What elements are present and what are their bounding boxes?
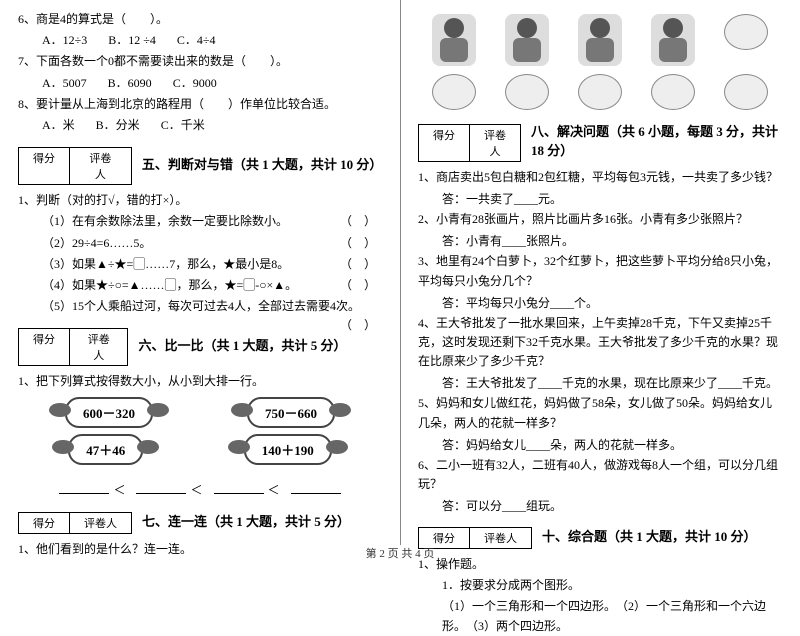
sec8-a5: 答：妈妈给女儿____朵，两人的花就一样多。 [442,436,782,453]
right-column: 得分 评卷人 八、解决问题（共 6 小题，每题 3 分，共计 18 分） 1、商… [400,0,800,565]
sec5-item-3: （3）如果▲÷★=▢……7，那么，★最小是8。 （ ） [18,255,382,274]
kid-icon [432,14,476,66]
kid-icon [505,14,549,66]
sec8-a4: 答：王大爷批发了____千克的水果，现在比原来少了____千克。 [442,374,782,391]
score-label: 得分 [18,328,70,366]
section-10-title: 十、综合题（共 1 大题，共计 10 分） [542,526,757,545]
q6-opt-b: B．12 ÷4 [108,33,156,47]
lt-1: ＜ [113,483,127,497]
plane-2-text: 750－660 [265,406,317,421]
sec10-items: （1）一个三角形和一个四边形。 （2）一个三角形和一个六边形。 （3）两个四边形… [418,597,782,635]
question-7: 7、下面各数一个0都不需要读出来的数是（ ）。 [18,52,382,71]
q7-opt-c: C．9000 [173,76,217,90]
q6-opt-c: C．4÷4 [177,33,216,47]
sec8-q1: 1、商店卖出5包白糖和2包红糖，平均每包3元钱，一共卖了多少钱？ [418,168,782,187]
kid-icon [651,14,695,66]
sec5-lead: 1、判断（对的打√，错的打×）。 [18,191,382,210]
object-icon [651,74,695,110]
q8-opt-a: A．米 [42,118,75,132]
sec5-item-4: （4）如果★÷○=▲……▢，那么，★=▢-○×▲。 （ ） [18,276,382,295]
score-label: 得分 [18,512,70,534]
page-footer: 第 2 页 共 4 页 [0,545,800,561]
sec8-a3: 答：平均每只小兔分____个。 [442,294,782,311]
grader-label: 评卷人 [70,147,132,185]
score-box: 得分 评卷人 [18,328,128,366]
sec8-q3: 3、地里有24个白萝卜，32个红萝卜，把这些萝卜平均分给8只小兔，平均每只小兔分… [418,252,782,290]
section-6-header: 得分 评卷人 六、比一比（共 1 大题，共计 5 分） [18,318,340,370]
question-6: 6、商是4的算式是（ ）。 [18,10,382,29]
ordering-blanks: ＜ ＜ ＜ [18,481,382,498]
sec5-item-2-text: （2）29÷4=6……5。 [42,236,151,250]
sec8-a1: 答：一共卖了____元。 [442,190,782,207]
plane-1: 600－320 [65,397,153,428]
question-8: 8、要计量从上海到北京的路程用（ ）作单位比较合适。 [18,95,382,114]
plane-4: 140＋190 [244,434,332,465]
lt-2: ＜ [190,483,204,497]
sec6-lead: 1、把下列算式按得数大小，从小到大排一行。 [18,372,382,391]
plane-row-2: 47＋46 140＋190 [18,434,382,465]
sec8-a2: 答：小青有____张照片。 [442,232,782,249]
object-icon [724,74,768,110]
plane-3: 47＋46 [68,434,143,465]
paren: （ ） [340,212,376,231]
plane-row-1: 600－320 750－660 [18,397,382,428]
sec8-q6: 6、二小一班有32人，二班有40人，做游戏每8人一个组，可以分几组玩？ [418,456,782,494]
sec8-a6: 答：可以分____组玩。 [442,497,782,514]
plane-1-text: 600－320 [83,406,135,421]
paren: （ ） [340,276,376,295]
sec5-item-4-text: （4）如果★÷○=▲……▢，那么，★=▢-○×▲。 [42,278,297,292]
page: 6、商是4的算式是（ ）。 A．12÷3 B．12 ÷4 C．4÷4 7、下面各… [0,0,800,565]
object-icon [432,74,476,110]
section-5-title: 五、判断对与错（共 1 大题，共计 10 分） [142,154,382,173]
sec5-item-1: （1）在有余数除法里，余数一定要比除数小。 （ ） [18,212,382,231]
matching-objects [418,72,782,112]
sec8-q4: 4、王大爷批发了一批水果回来，上午卖掉28千克，下午又卖掉25千克，这时发现还剩… [418,314,782,372]
grader-label: 评卷人 [470,124,521,162]
sec5-item-5-text: （5）15个人乘船过河，每次可过去4人，全部过去需要4次。 [42,299,360,313]
question-7-options: A．5007 B．6090 C．9000 [18,74,382,93]
q8-opt-b: B．分米 [96,118,140,132]
question-6-options: A．12÷3 B．12 ÷4 C．4÷4 [18,31,382,50]
paren: （ ） [340,255,376,274]
score-label: 得分 [18,147,70,185]
q7-opt-a: A．5007 [42,76,87,90]
q8-opt-c: C．千米 [161,118,205,132]
left-column: 6、商是4的算式是（ ）。 A．12÷3 B．12 ÷4 C．4÷4 7、下面各… [0,0,400,565]
score-label: 得分 [418,124,470,162]
object-icon [724,14,768,50]
matching-figures [418,12,782,68]
score-box: 得分 评卷人 [418,124,521,162]
sec5-item-5: （5）15个人乘船过河，每次可过去4人，全部过去需要4次。（ ） [18,297,382,316]
plane-2: 750－660 [247,397,335,428]
sec5-item-1-text: （1）在有余数除法里，余数一定要比除数小。 [42,214,288,228]
sec8-q2: 2、小青有28张画片，照片比画片多16张。小青有多少张照片？ [418,210,782,229]
q7-opt-b: B．6090 [108,76,152,90]
section-7-header: 得分 评卷人 七、连一连（共 1 大题，共计 5 分） [18,502,382,538]
section-6-title: 六、比一比（共 1 大题，共计 5 分） [138,335,340,354]
sec8-q5: 5、妈妈和女儿做红花，妈妈做了58朵，女儿做了50朵。妈妈给女儿几朵，两人的花就… [418,394,782,432]
lt-3: ＜ [268,483,282,497]
plane-4-text: 140＋190 [262,443,314,458]
object-icon [505,74,549,110]
paren: （ ） [340,316,376,335]
sec5-item-2: （2）29÷4=6……5。 （ ） [18,234,382,253]
plane-3-text: 47＋46 [86,443,125,458]
score-box: 得分 评卷人 [18,147,132,185]
score-box: 得分 评卷人 [18,512,132,534]
q6-opt-a: A．12÷3 [42,33,87,47]
section-5-header: 得分 评卷人 五、判断对与错（共 1 大题，共计 10 分） [18,137,382,189]
object-icon [578,74,622,110]
kid-icon [578,14,622,66]
sec5-item-3-text: （3）如果▲÷★=▢……7，那么，★最小是8。 [42,257,289,271]
sec10-sub: 1．按要求分成两个图形。 [418,576,782,595]
paren: （ ） [340,234,376,253]
grader-label: 评卷人 [70,328,128,366]
section-8-header: 得分 评卷人 八、解决问题（共 6 小题，每题 3 分，共计 18 分） [418,114,782,166]
question-8-options: A．米 B．分米 C．千米 [18,116,382,135]
grader-label: 评卷人 [70,512,132,534]
section-7-title: 七、连一连（共 1 大题，共计 5 分） [142,511,350,530]
section-8-title: 八、解决问题（共 6 小题，每题 3 分，共计 18 分） [531,121,782,159]
